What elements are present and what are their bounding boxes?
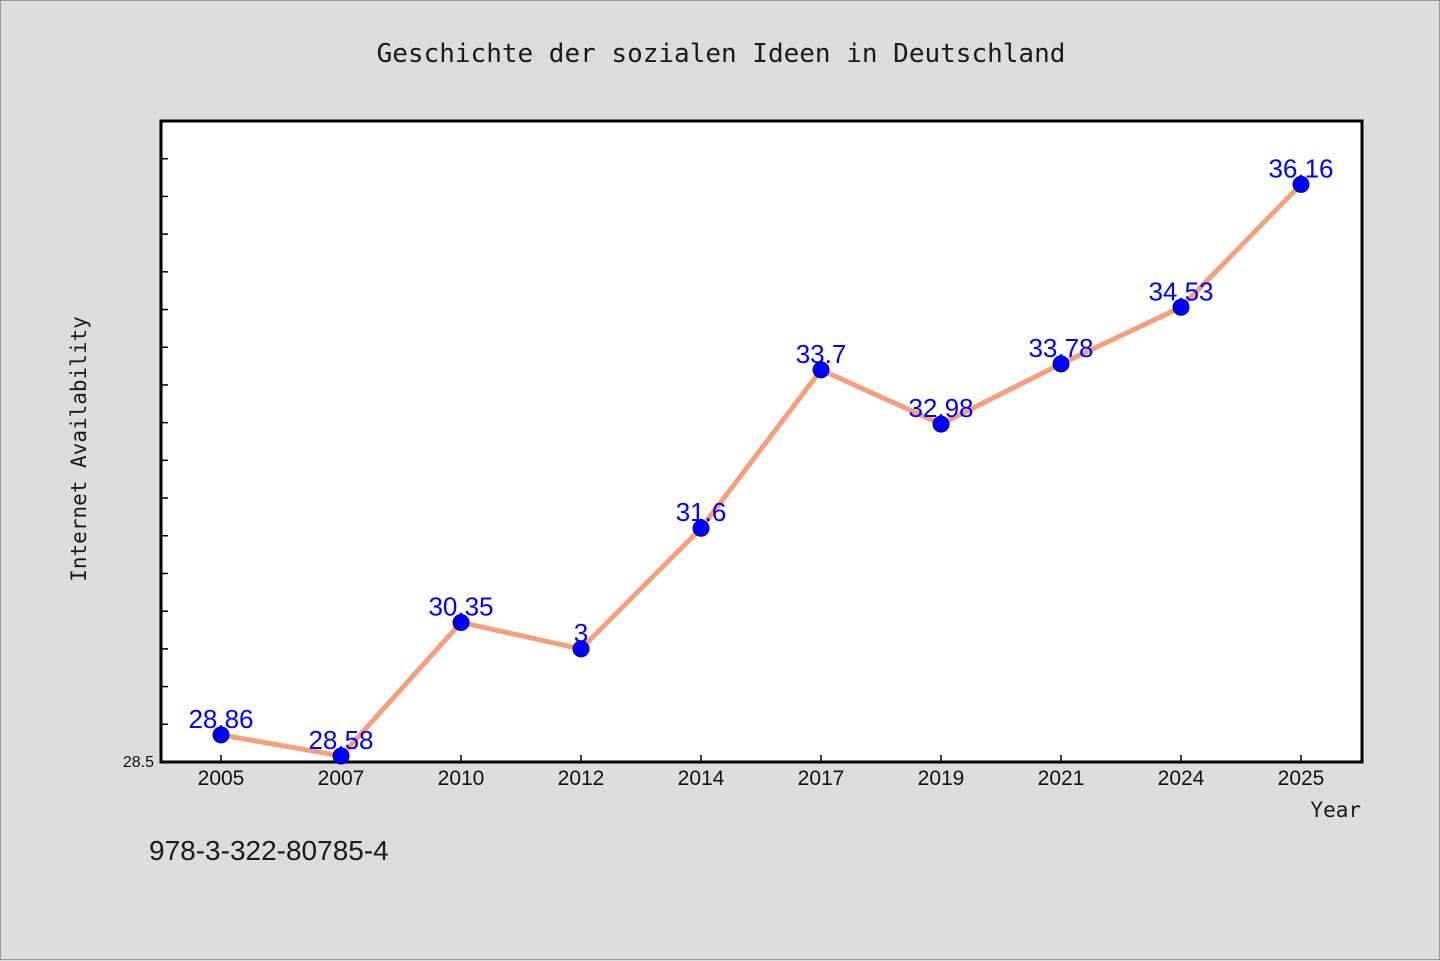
x-tick-label: 2021: [1038, 767, 1085, 790]
data-label: 36.16: [1268, 153, 1333, 183]
data-label: 30.35: [428, 591, 493, 621]
data-point: [452, 613, 470, 631]
y-axis-label: Internet Availability: [67, 316, 91, 582]
x-axis-label: Year: [1310, 798, 1361, 822]
data-point: [1292, 175, 1310, 193]
data-labels: 28.86 28.58 30.35 3 31.6 33.7 32.98 33.78 34.53 3…: [188, 153, 1333, 755]
x-tick-labels: 2005 2007 2010 2012 2014 2017 2019 2021 2024 2025: [198, 767, 1325, 790]
data-label: 33.78: [1028, 333, 1093, 363]
data-label: 28.58: [308, 725, 373, 755]
x-tick-label: 2007: [318, 767, 365, 790]
x-tick-label: 2019: [918, 767, 965, 790]
data-label: 28.86: [188, 704, 253, 734]
x-tick-label: 2005: [198, 767, 245, 790]
isbn-code: 978-3-322-80785-4: [149, 835, 389, 866]
x-tick-label: 2024: [1158, 767, 1205, 790]
data-label: 32.98: [908, 393, 973, 423]
data-point: [332, 747, 350, 765]
chart-title: Geschichte der sozialen Ideen in Deutsch…: [377, 39, 1066, 69]
x-tick-label: 2012: [558, 767, 605, 790]
series-line: [218, 181, 1304, 759]
data-point: [1052, 355, 1070, 373]
data-label: 31.6: [676, 497, 727, 527]
data-point: [572, 640, 590, 658]
y-tick-labels: 28.5: [123, 754, 154, 771]
data-point: [692, 519, 710, 537]
plot-area: [159, 119, 1364, 764]
data-label: 34.53: [1148, 276, 1213, 306]
data-label: 3: [574, 618, 588, 648]
data-point: [212, 726, 230, 744]
data-label: 33.7: [796, 339, 847, 369]
data-point: [1172, 298, 1190, 316]
data-point: [932, 415, 950, 433]
x-tick-label: 2014: [678, 767, 725, 790]
x-tick-label: 2025: [1278, 767, 1325, 790]
x-tick-label: 2017: [798, 767, 845, 790]
data-point: [812, 361, 830, 379]
x-tick-label: 2010: [438, 767, 485, 790]
y-tick-label: 28.5: [123, 754, 154, 771]
data-points: [212, 175, 1310, 765]
